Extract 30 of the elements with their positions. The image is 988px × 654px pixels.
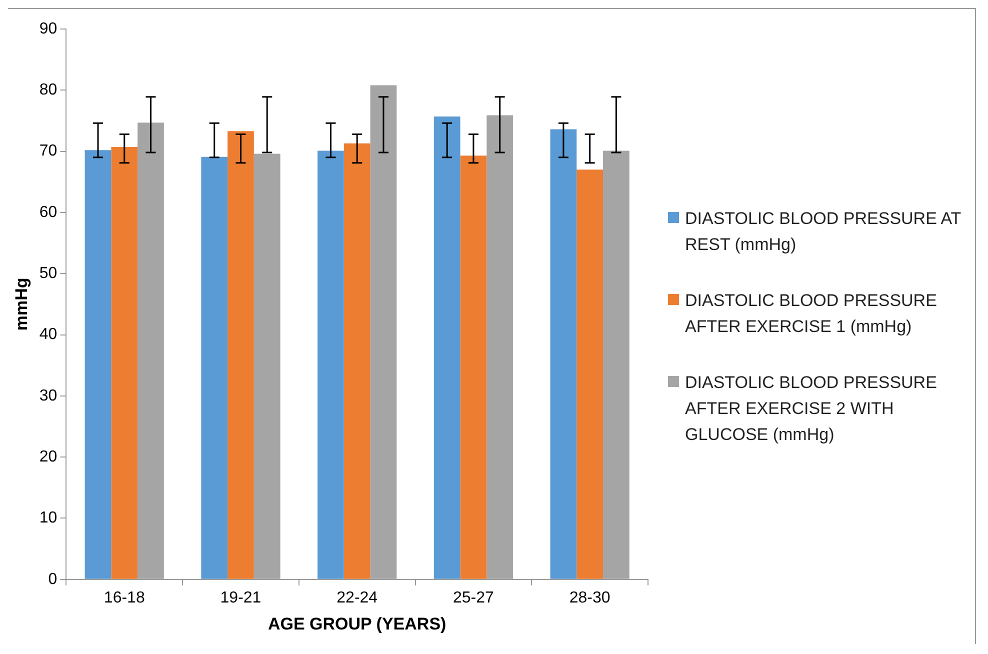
y-tick-label: 0 — [48, 570, 58, 588]
y-tick-label: 60 — [39, 204, 58, 221]
bar — [344, 143, 370, 579]
y-tick-label: 50 — [39, 265, 58, 282]
x-tick-label: 22-24 — [336, 589, 378, 606]
bar — [228, 131, 254, 579]
x-axis-title: AGE GROUP (YEARS) — [268, 614, 446, 634]
bar — [460, 156, 487, 579]
y-tick-label: 90 — [39, 20, 58, 38]
y-tick-label: 10 — [39, 510, 58, 527]
y-tick-label: 20 — [39, 448, 58, 466]
y-tick-label: 40 — [39, 326, 58, 344]
bar — [318, 150, 344, 579]
bar — [84, 150, 112, 579]
y-axis-title: mmHg — [12, 278, 31, 331]
y-tick-label: 30 — [39, 387, 58, 404]
bar — [550, 129, 577, 579]
bar — [434, 116, 460, 579]
x-tick-label: 19-21 — [220, 589, 262, 606]
legend-label: DIASTOLIC BLOOD PRESSURE AFTER EXERCISE 2 WITH GLUCOSE (mmHg) — [685, 372, 938, 446]
y-tick-label: 80 — [39, 82, 58, 99]
x-tick-label: 25-27 — [453, 589, 494, 606]
y-tick-label: 70 — [39, 142, 58, 160]
legend-label: DIASTOLIC BLOOD PRESSURE AFTER EXERCISE 1 (mmHg) — [685, 290, 938, 338]
bar — [111, 147, 138, 579]
legend-label: DIASTOLIC BLOOD PRESSURE AT REST (mmHg) — [685, 208, 962, 256]
x-tick-label: 16-18 — [104, 589, 145, 606]
x-tick-label: 28-30 — [569, 589, 610, 606]
bar — [576, 170, 604, 579]
bar — [201, 156, 228, 579]
